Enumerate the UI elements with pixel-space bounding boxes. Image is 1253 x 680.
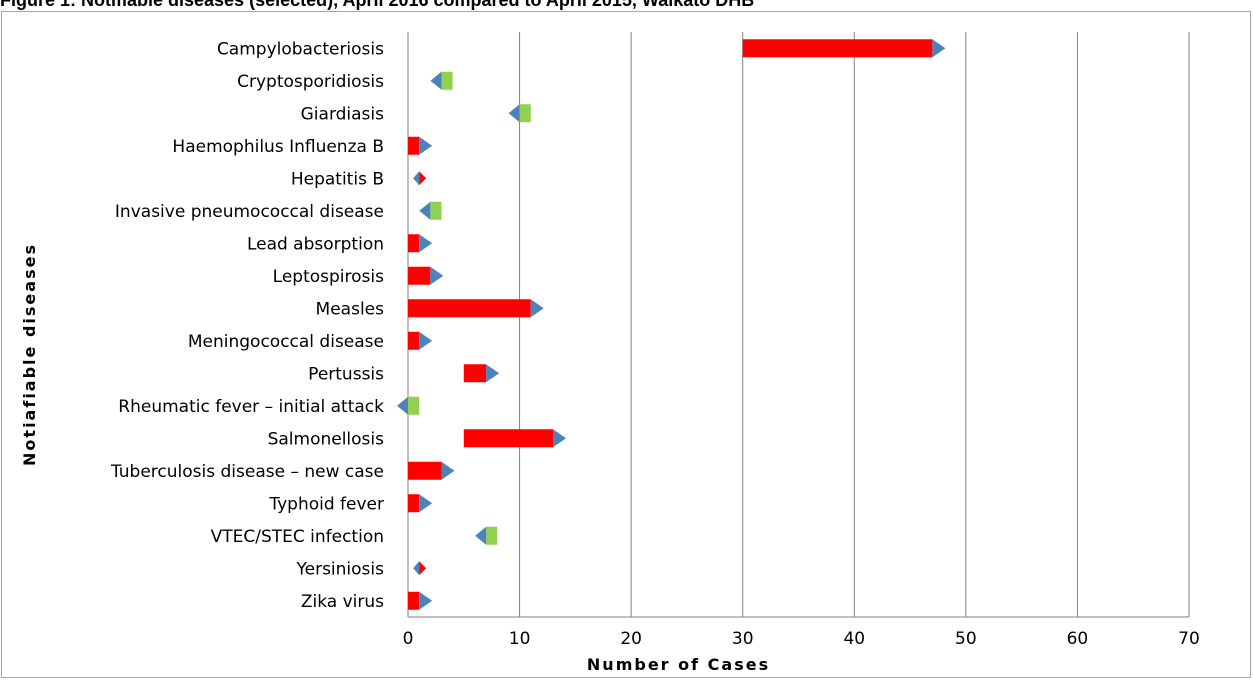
current-value-marker bbox=[419, 201, 431, 220]
increase-bar bbox=[408, 234, 420, 253]
current-value-marker bbox=[486, 364, 500, 383]
increase-bar bbox=[408, 461, 442, 480]
category-labels: Campylobacteriosis Cryptosporidiosis Giard… bbox=[110, 39, 384, 612]
category-label: Measles bbox=[316, 299, 385, 319]
x-tick-label-70: 70 bbox=[1178, 629, 1200, 649]
current-value-marker bbox=[430, 71, 442, 90]
chart: Campylobacteriosis Cryptosporidiosis Giard… bbox=[20, 32, 1200, 674]
data-row-4 bbox=[413, 171, 427, 186]
data-row-5 bbox=[419, 201, 442, 220]
chart-frame: Campylobacteriosis Cryptosporidiosis Giard… bbox=[1, 11, 1251, 678]
category-label: Campylobacteriosis bbox=[217, 39, 384, 59]
data-row-16 bbox=[413, 561, 427, 576]
x-tick-label-20: 20 bbox=[620, 629, 642, 649]
no-change-marker bbox=[419, 561, 427, 576]
data-row-13 bbox=[408, 461, 455, 480]
x-tick-label-40: 40 bbox=[843, 629, 865, 649]
x-axis-label: Number of Cases bbox=[587, 655, 770, 674]
data-row-3 bbox=[408, 136, 433, 155]
data-row-8 bbox=[408, 299, 544, 318]
data-row-12 bbox=[463, 429, 567, 448]
x-tick-label-50: 50 bbox=[955, 629, 977, 649]
data-row-9 bbox=[408, 331, 433, 350]
data-marks bbox=[397, 39, 946, 610]
current-value-marker bbox=[413, 561, 420, 576]
gridlines bbox=[407, 32, 1190, 618]
current-value-marker bbox=[553, 429, 567, 448]
category-label: Cryptosporidiosis bbox=[237, 72, 384, 92]
no-change-marker bbox=[419, 171, 427, 186]
increase-bar bbox=[408, 136, 420, 155]
decrease-bar bbox=[441, 71, 453, 90]
data-row-1 bbox=[430, 71, 453, 90]
increase-bar bbox=[408, 266, 431, 285]
category-label: Tuberculosis disease – new case bbox=[110, 462, 384, 482]
x-tick-label-60: 60 bbox=[1067, 629, 1089, 649]
current-value-marker bbox=[932, 39, 946, 58]
x-tick-labels: 0 10 20 30 40 50 60 70 bbox=[403, 629, 1200, 649]
decrease-bar bbox=[408, 396, 420, 415]
decrease-bar bbox=[430, 201, 442, 220]
current-value-marker bbox=[397, 396, 408, 415]
current-value-marker bbox=[419, 591, 433, 610]
y-axis-label: Notiafiable diseases bbox=[20, 243, 39, 466]
x-tick-label-30: 30 bbox=[732, 629, 754, 649]
increase-bar bbox=[742, 39, 933, 58]
category-label: Lead absorption bbox=[247, 234, 384, 254]
increase-bar bbox=[463, 429, 554, 448]
current-value-marker bbox=[508, 104, 520, 123]
category-label: Meningococcal disease bbox=[188, 332, 384, 352]
category-label: Pertussis bbox=[308, 364, 384, 384]
increase-bar bbox=[408, 494, 420, 513]
x-tick-label-0: 0 bbox=[403, 629, 414, 649]
category-label: Salmonellosis bbox=[268, 429, 385, 449]
category-label: Haemophilus Influenza B bbox=[172, 137, 384, 157]
category-label: Yersiniosis bbox=[296, 559, 385, 579]
data-row-0 bbox=[742, 39, 946, 58]
data-row-6 bbox=[408, 234, 433, 253]
category-label: Giardiasis bbox=[301, 104, 385, 124]
current-value-marker bbox=[475, 526, 487, 545]
current-value-marker bbox=[419, 331, 433, 350]
current-value-marker bbox=[419, 494, 433, 513]
data-row-14 bbox=[408, 494, 433, 513]
data-row-7 bbox=[408, 266, 444, 285]
increase-bar bbox=[408, 299, 531, 318]
data-row-2 bbox=[508, 104, 531, 123]
increase-bar bbox=[408, 331, 420, 350]
category-label: VTEC/STEC infection bbox=[211, 527, 384, 547]
current-value-marker bbox=[419, 136, 433, 155]
category-label: Leptospirosis bbox=[273, 267, 384, 287]
x-tick-label-10: 10 bbox=[509, 629, 531, 649]
category-label: Rheumatic fever – initial attack bbox=[118, 397, 384, 417]
increase-bar bbox=[463, 364, 487, 383]
category-label: Zika virus bbox=[301, 592, 384, 612]
data-row-15 bbox=[475, 526, 498, 545]
increase-bar bbox=[408, 591, 420, 610]
data-row-11 bbox=[397, 396, 420, 415]
category-label: Typhoid fever bbox=[268, 494, 384, 514]
data-row-17 bbox=[408, 591, 433, 610]
category-label: Hepatitis B bbox=[291, 169, 384, 189]
current-value-marker bbox=[413, 171, 420, 186]
figure-title: Figure 1: Notifiable diseases (selected)… bbox=[0, 0, 755, 10]
data-row-10 bbox=[463, 364, 500, 383]
current-value-marker bbox=[530, 299, 544, 318]
current-value-marker bbox=[419, 234, 433, 253]
decrease-bar bbox=[486, 526, 498, 545]
category-label: Invasive pneumococcal disease bbox=[115, 202, 384, 222]
decrease-bar bbox=[519, 104, 531, 123]
current-value-marker bbox=[441, 461, 455, 480]
current-value-marker bbox=[430, 266, 444, 285]
